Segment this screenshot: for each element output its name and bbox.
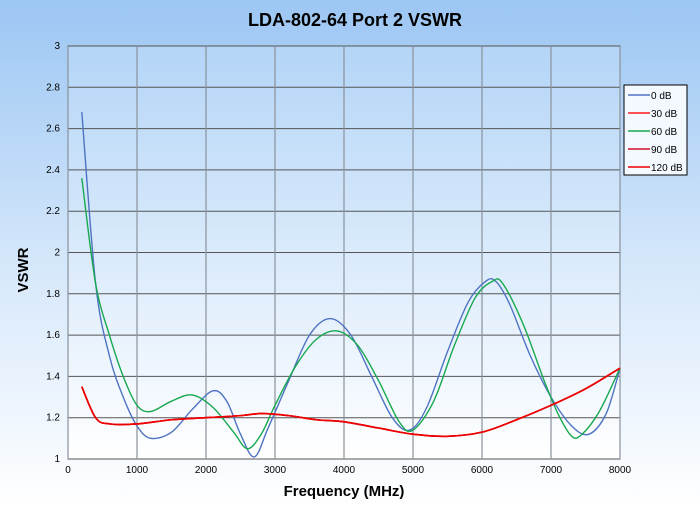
x-axis-title: Frequency (MHz) — [284, 483, 405, 500]
x-tick-label: 5000 — [402, 465, 425, 476]
y-tick-label: 2 — [54, 248, 60, 259]
y-tick-label: 1.6 — [46, 330, 60, 341]
legend-label: 0 dB — [651, 91, 672, 102]
y-tick-label: 1.4 — [46, 371, 60, 382]
chart-title: LDA-802-64 Port 2 VSWR — [248, 10, 462, 30]
x-tick-label: 3000 — [264, 465, 287, 476]
y-tick-label: 2.2 — [46, 206, 60, 217]
x-tick-label: 6000 — [471, 465, 494, 476]
x-tick-label: 0 — [65, 465, 71, 476]
y-tick-label: 2.8 — [46, 82, 60, 93]
x-tick-label: 4000 — [333, 465, 356, 476]
x-tick-label: 1000 — [126, 465, 149, 476]
legend-label: 120 dB — [651, 163, 683, 174]
legend-label: 60 dB — [651, 127, 677, 138]
grid — [67, 45, 621, 460]
x-tick-label: 7000 — [540, 465, 563, 476]
legend-label: 90 dB — [651, 145, 677, 156]
legend: 0 dB 30 dB 60 dB 90 dB 120 dB — [623, 84, 688, 176]
legend-label: 30 dB — [651, 109, 677, 120]
series-line-0-db — [81, 112, 621, 458]
y-tick-label: 1.2 — [46, 413, 60, 424]
series-line-60-db — [81, 178, 621, 450]
series-lines — [81, 112, 621, 458]
y-tick-label: 1 — [54, 454, 60, 465]
y-axis-ticks: 1 1.2 1.4 1.6 1.8 2 2.2 2.4 2.6 2.8 3 — [46, 41, 60, 465]
x-axis-ticks: 0 1000 2000 3000 4000 5000 6000 7000 8000 — [65, 465, 631, 476]
y-tick-label: 3 — [54, 41, 60, 52]
series-line-120-db — [81, 367, 621, 438]
y-tick-label: 2.6 — [46, 124, 60, 135]
y-tick-label: 1.8 — [46, 289, 60, 300]
x-tick-label: 2000 — [195, 465, 218, 476]
y-axis-title: VSWR — [15, 247, 32, 292]
x-tick-label: 8000 — [609, 465, 632, 476]
y-tick-label: 2.4 — [46, 165, 60, 176]
